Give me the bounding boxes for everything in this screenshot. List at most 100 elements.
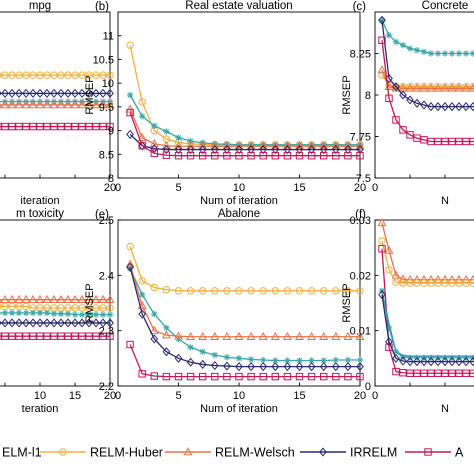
point-square-marker [29, 332, 37, 340]
x-axis-label: N [441, 195, 449, 207]
panel-title: mpg [29, 0, 51, 12]
y-tick-label: 7.5 [356, 173, 371, 185]
point-square-marker [99, 332, 107, 340]
point-square-marker [247, 372, 255, 381]
point-square-marker [199, 152, 207, 160]
point-square-marker [332, 372, 340, 381]
point-diamond-marker [223, 144, 231, 155]
x-tick-label: 10 [233, 390, 245, 402]
data-series [126, 262, 364, 372]
point-triangle-marker [42, 100, 52, 109]
point-triangle-marker [398, 274, 408, 283]
point-diamond-marker [1, 88, 9, 98]
point-triangle-marker [377, 65, 387, 74]
point-star-marker [308, 141, 315, 148]
point-diamond-marker [99, 88, 107, 98]
data-series [125, 104, 365, 150]
y-tick-label: 10 [102, 78, 114, 90]
point-triangle-marker [270, 331, 280, 341]
point-star-marker [308, 357, 315, 364]
point-square-marker [392, 116, 400, 124]
point-circle-marker [15, 302, 23, 311]
point-star-marker [175, 134, 182, 141]
point-circle-marker [427, 83, 435, 91]
point-triangle-marker [440, 83, 450, 92]
series-line [129, 266, 360, 368]
point-star-marker [92, 311, 100, 318]
data-series [0, 309, 114, 318]
point-triangle-marker [21, 294, 31, 303]
point-star-marker [296, 141, 303, 148]
point-square-marker [8, 332, 16, 340]
point-diamond-marker [420, 357, 428, 367]
point-star-marker [296, 357, 303, 364]
point-star-marker [320, 357, 327, 364]
point-diamond-marker [15, 318, 23, 328]
series-line [129, 344, 360, 378]
point-diamond-marker [22, 88, 30, 98]
point-diamond-marker [413, 357, 421, 367]
point-diamond-marker [210, 144, 219, 155]
point-diamond-marker [64, 318, 72, 328]
point-square-marker [235, 372, 243, 381]
point-triangle-marker [343, 331, 353, 341]
point-diamond-marker [198, 359, 207, 369]
point-square-marker [448, 369, 456, 377]
point-diamond-marker [50, 318, 58, 328]
point-diamond-marker [162, 347, 171, 357]
point-square-marker [150, 149, 159, 158]
point-circle-marker [71, 71, 79, 79]
point-diamond-marker [399, 90, 407, 100]
point-triangle-marker [49, 100, 59, 109]
point-star-marker [71, 311, 79, 318]
chart-panel: 07.5 7.75 8 8.25 Concrete (c) N RMSEP [341, 0, 474, 207]
data-series [0, 122, 114, 131]
point-diamond-marker [223, 361, 231, 371]
point-star-marker [260, 141, 267, 148]
point-diamond-marker [356, 144, 364, 155]
point-diamond-marker [85, 88, 93, 98]
point-star-marker [427, 50, 435, 57]
point-star-marker [406, 45, 414, 52]
x-tick-label: 15 [293, 182, 305, 194]
point-triangle-marker [391, 270, 401, 279]
x-tick-label: 20 [104, 390, 116, 402]
point-triangle-marker [295, 331, 304, 341]
point-triangle-marker [42, 294, 52, 303]
y-tick-label: 2.4 [99, 270, 114, 282]
point-square-marker [462, 137, 470, 146]
point-star-marker [15, 309, 23, 317]
point-circle-marker [448, 83, 456, 91]
point-triangle-marker [307, 331, 317, 341]
point-square-marker [441, 369, 449, 377]
legend-entry: A [405, 446, 464, 460]
point-diamond-marker [441, 102, 449, 112]
point-triangle-marker [56, 100, 66, 109]
point-star-marker [455, 50, 463, 57]
x-tick-label: 10 [34, 390, 46, 402]
point-star-marker [126, 91, 134, 99]
point-triangle-marker [63, 294, 73, 303]
y-tick-label: 0 [365, 381, 371, 393]
point-square-marker [0, 122, 2, 131]
point-circle-marker [413, 279, 421, 287]
point-circle-marker [247, 287, 255, 295]
point-star-marker [139, 113, 146, 120]
point-square-marker [1, 122, 9, 131]
point-circle-marker [1, 302, 9, 311]
point-square-marker [1, 332, 9, 340]
point-square-marker [78, 122, 86, 131]
point-diamond-marker [271, 144, 280, 155]
point-diamond-marker [8, 318, 16, 328]
point-circle-marker [420, 83, 428, 91]
point-circle-marker [92, 71, 100, 79]
point-diamond-marker [64, 88, 72, 98]
legend-label: A [455, 446, 464, 460]
point-square-marker [223, 372, 231, 381]
point-star-marker [272, 141, 279, 148]
point-diamond-marker [174, 144, 183, 155]
point-square-marker [92, 122, 100, 131]
point-square-marker [399, 126, 407, 134]
